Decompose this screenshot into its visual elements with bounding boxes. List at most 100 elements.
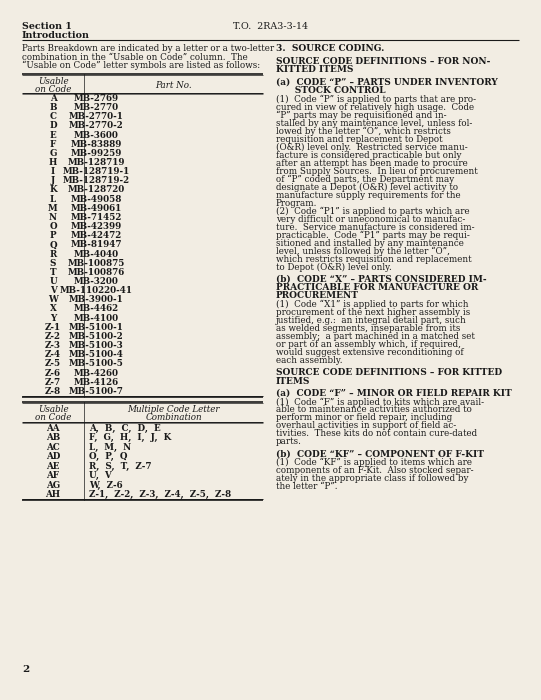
Text: N: N <box>49 213 57 222</box>
Text: KITTED ITEMS: KITTED ITEMS <box>276 65 353 74</box>
Text: MB-110220-41: MB-110220-41 <box>60 286 133 295</box>
Text: MB-42472: MB-42472 <box>70 231 122 240</box>
Text: procurement of the next higher assembly is: procurement of the next higher assembly … <box>276 308 470 317</box>
Text: F: F <box>50 140 56 149</box>
Text: SOURCE CODE DEFINITIONS – FOR NON-: SOURCE CODE DEFINITIONS – FOR NON- <box>276 57 490 66</box>
Text: Z-8: Z-8 <box>45 387 61 395</box>
Text: D: D <box>49 122 57 130</box>
Text: AE: AE <box>46 462 60 470</box>
Text: “Usable on Code” letter symbols are listed as follows:: “Usable on Code” letter symbols are list… <box>22 61 260 70</box>
Text: as welded segments, inseparable from its: as welded segments, inseparable from its <box>276 324 460 333</box>
Text: U,  V: U, V <box>89 471 112 480</box>
Text: able to maintenance activities authorized to: able to maintenance activities authorize… <box>276 405 472 414</box>
Text: components of an F-Kit.  Also stocked separ-: components of an F-Kit. Also stocked sep… <box>276 466 473 475</box>
Text: E: E <box>50 131 56 139</box>
Text: O: O <box>49 222 57 231</box>
Text: C: C <box>49 112 56 121</box>
Text: MB-3600: MB-3600 <box>74 131 118 139</box>
Text: Introduction: Introduction <box>22 31 90 40</box>
Text: Z-5: Z-5 <box>45 359 61 368</box>
Text: R,  S,  T,  Z-7: R, S, T, Z-7 <box>89 462 151 470</box>
Text: 3.  SOURCE CODING.: 3. SOURCE CODING. <box>276 44 384 53</box>
Text: (a)  CODE “P” – PARTS UNDER INVENTORY: (a) CODE “P” – PARTS UNDER INVENTORY <box>276 78 498 87</box>
Text: PRACTICABLE FOR MANUFACTURE OR: PRACTICABLE FOR MANUFACTURE OR <box>276 283 478 292</box>
Text: MB-128719-1: MB-128719-1 <box>62 167 130 176</box>
Text: X: X <box>50 304 56 314</box>
Text: MB-81947: MB-81947 <box>70 240 122 249</box>
Text: MB-49058: MB-49058 <box>70 195 122 204</box>
Text: AH: AH <box>45 490 61 499</box>
Text: MB-99259: MB-99259 <box>70 149 122 158</box>
Text: W,  Z-6: W, Z-6 <box>89 481 123 490</box>
Text: MB-100875: MB-100875 <box>67 259 124 267</box>
Text: W: W <box>48 295 58 304</box>
Text: K: K <box>49 186 57 195</box>
Text: overhaul activities in support of field ac-: overhaul activities in support of field … <box>276 421 456 430</box>
Text: A: A <box>50 94 56 103</box>
Text: MB-49061: MB-49061 <box>70 204 122 213</box>
Text: sitioned and installed by any maintenance: sitioned and installed by any maintenanc… <box>276 239 464 248</box>
Text: L: L <box>50 195 56 204</box>
Text: the letter “P”.: the letter “P”. <box>276 482 338 491</box>
Text: MB-2770-1: MB-2770-1 <box>69 112 123 121</box>
Text: A,  B,  C,  D,  E: A, B, C, D, E <box>89 424 161 433</box>
Text: Q: Q <box>49 240 57 249</box>
Text: O,  P,  Q: O, P, Q <box>89 452 128 461</box>
Text: MB-4260: MB-4260 <box>74 368 118 377</box>
Text: from Supply Sources.  In lieu of procurement: from Supply Sources. In lieu of procurem… <box>276 167 478 176</box>
Text: (1)  Code “F” is applied to kits which are avail-: (1) Code “F” is applied to kits which ar… <box>276 398 484 407</box>
Text: H: H <box>49 158 57 167</box>
Text: MB-3900-1: MB-3900-1 <box>69 295 123 304</box>
Text: G: G <box>49 149 57 158</box>
Text: MB-2769: MB-2769 <box>74 94 118 103</box>
Text: ITEMS: ITEMS <box>276 377 311 386</box>
Text: (b)  CODE “X” – PARTS CONSIDERED IM-: (b) CODE “X” – PARTS CONSIDERED IM- <box>276 274 486 284</box>
Text: tivities.  These kits do not contain cure-dated: tivities. These kits do not contain cure… <box>276 430 477 438</box>
Text: Parts Breakdown are indicated by a letter or a two-letter: Parts Breakdown are indicated by a lette… <box>22 44 274 53</box>
Text: requisition and replacement to Depot: requisition and replacement to Depot <box>276 134 443 144</box>
Text: lowed by the letter “O”, which restricts: lowed by the letter “O”, which restricts <box>276 127 451 136</box>
Text: AG: AG <box>46 481 60 490</box>
Text: level, unless followed by the letter “O”,: level, unless followed by the letter “O”… <box>276 246 450 256</box>
Text: manufacture supply requirements for the: manufacture supply requirements for the <box>276 190 460 199</box>
Text: U: U <box>49 277 57 286</box>
Text: MB-5100-7: MB-5100-7 <box>69 387 123 395</box>
Text: MB-4040: MB-4040 <box>74 250 118 258</box>
Text: Y: Y <box>50 314 56 323</box>
Text: designate a Depot (O&R) level activity to: designate a Depot (O&R) level activity t… <box>276 183 458 192</box>
Text: which restricts requisition and replacement: which restricts requisition and replacem… <box>276 255 472 263</box>
Text: MB-83889: MB-83889 <box>70 140 122 149</box>
Text: facture is considered practicable but only: facture is considered practicable but on… <box>276 150 461 160</box>
Text: MB-128719: MB-128719 <box>67 158 125 167</box>
Text: Z-4: Z-4 <box>45 350 61 359</box>
Text: Program.: Program. <box>276 199 318 207</box>
Text: F,  G,  H,  I,  J,  K: F, G, H, I, J, K <box>89 433 171 442</box>
Text: (1)  Code “X1” is applied to parts for which: (1) Code “X1” is applied to parts for wh… <box>276 300 469 309</box>
Text: practicable.  Code “P1” parts may be requi-: practicable. Code “P1” parts may be requ… <box>276 230 470 240</box>
Text: MB-128720: MB-128720 <box>68 186 124 195</box>
Text: AB: AB <box>46 433 60 442</box>
Text: Z-1,  Z-2,  Z-3,  Z-4,  Z-5,  Z-8: Z-1, Z-2, Z-3, Z-4, Z-5, Z-8 <box>89 490 231 499</box>
Text: Z-2: Z-2 <box>45 332 61 341</box>
Text: Usable: Usable <box>38 76 68 85</box>
Text: (2)  Code “P1” is applied to parts which are: (2) Code “P1” is applied to parts which … <box>276 206 470 216</box>
Text: P: P <box>50 231 56 240</box>
Text: assembly;  a part machined in a matched set: assembly; a part machined in a matched s… <box>276 332 475 341</box>
Text: “P” parts may be requisitioned and in-: “P” parts may be requisitioned and in- <box>276 111 447 120</box>
Text: MB-42399: MB-42399 <box>70 222 122 231</box>
Text: Z-1: Z-1 <box>45 323 61 332</box>
Text: ture.  Service manufacture is considered im-: ture. Service manufacture is considered … <box>276 223 474 232</box>
Text: MB-5100-5: MB-5100-5 <box>69 359 123 368</box>
Text: MB-2770-2: MB-2770-2 <box>69 122 123 130</box>
Text: AF: AF <box>47 471 60 480</box>
Text: T: T <box>50 268 56 277</box>
Text: MB-4100: MB-4100 <box>74 314 118 323</box>
Text: Multiple Code Letter: Multiple Code Letter <box>127 405 220 414</box>
Text: on Code: on Code <box>35 413 71 421</box>
Text: MB-5100-4: MB-5100-4 <box>69 350 123 359</box>
Text: PROCUREMENT: PROCUREMENT <box>276 291 359 300</box>
Text: (a)  CODE “F” – MINOR OR FIELD REPAIR KIT: (a) CODE “F” – MINOR OR FIELD REPAIR KIT <box>276 389 512 398</box>
Text: MB-128719-2: MB-128719-2 <box>62 176 129 186</box>
Text: T.O.  2RA3-3-14: T.O. 2RA3-3-14 <box>233 22 308 31</box>
Text: would suggest extensive reconditioning of: would suggest extensive reconditioning o… <box>276 348 464 357</box>
